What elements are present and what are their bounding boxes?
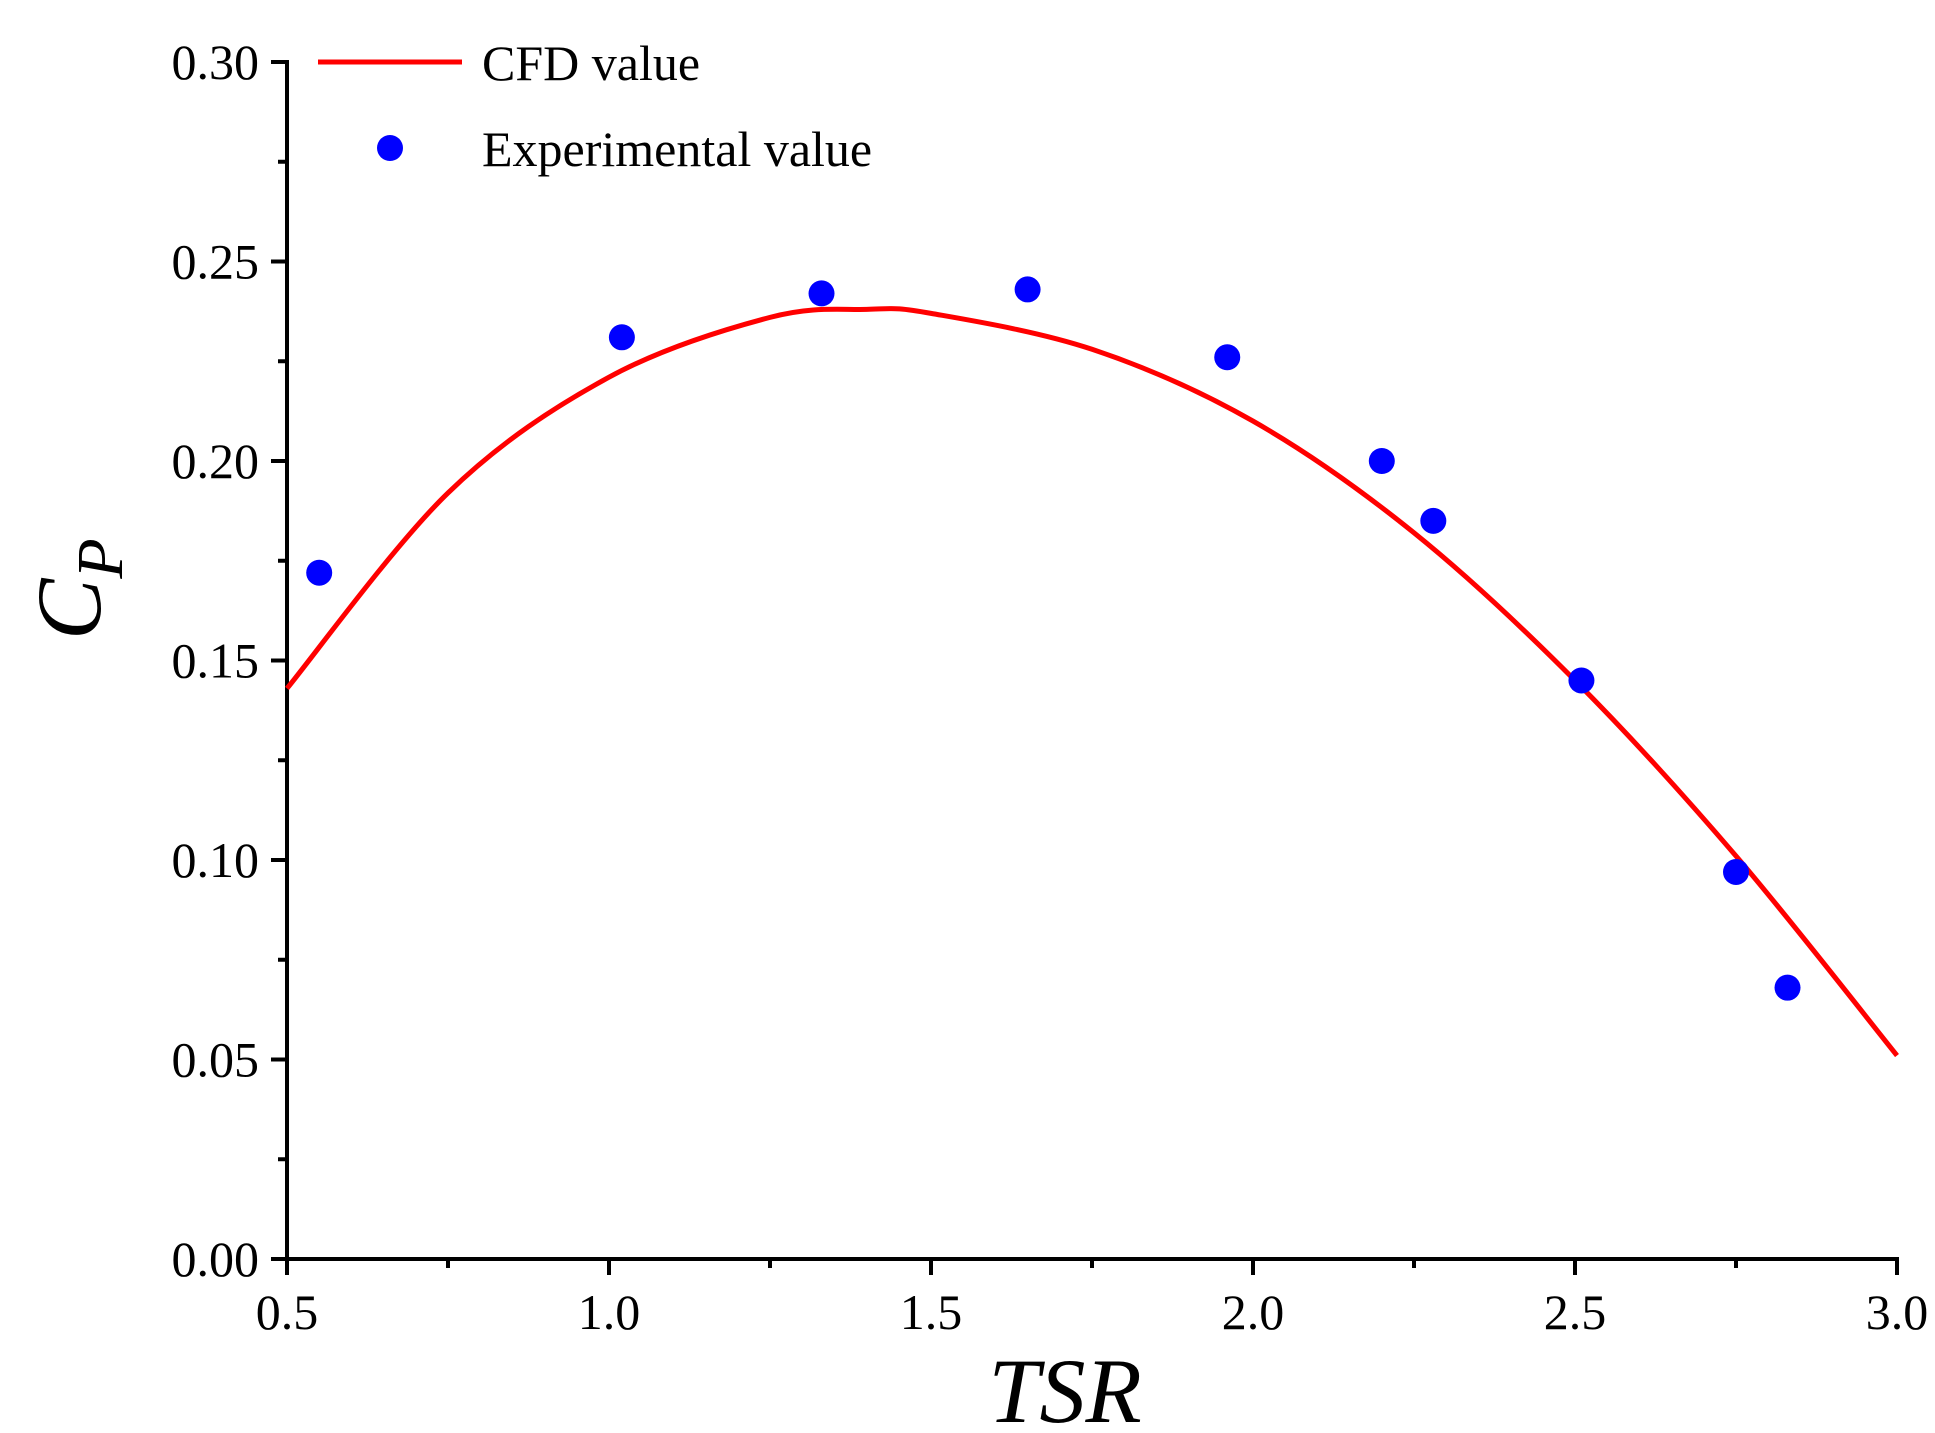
y-axis-title: CP <box>18 538 137 640</box>
legend-experimental-label: Experimental value <box>482 121 872 177</box>
experimental-point <box>1774 974 1801 1001</box>
experimental-point <box>1214 344 1241 371</box>
axes <box>285 60 1899 1261</box>
legend-experimental-marker <box>377 135 403 161</box>
x-tick-label: 1.5 <box>900 1284 963 1340</box>
experimental-point <box>808 280 835 307</box>
ticks: 0.00 0.05 0.10 0.15 0.20 0.25 0.30 0.5 1.0 1.5 2.0… <box>172 34 1929 1340</box>
x-tick-label: 2.5 <box>1544 1284 1607 1340</box>
x-tick-label: 3.0 <box>1866 1284 1929 1340</box>
experimental-point <box>608 324 635 351</box>
y-axis-title-main: C <box>18 577 120 640</box>
y-tick-label: 0.20 <box>172 433 260 489</box>
experimental-point <box>1368 448 1395 474</box>
y-tick-label: 0.30 <box>172 34 260 90</box>
experimental-point <box>1723 858 1749 885</box>
series-layer <box>285 276 1899 1058</box>
experimental-point <box>1568 667 1595 694</box>
legend-cfd-label: CFD value <box>482 35 700 91</box>
cfd-curve <box>285 306 1899 1058</box>
y-tick-label: 0.10 <box>172 832 260 888</box>
y-tick-label: 0.05 <box>172 1032 260 1088</box>
y-tick-label: 0.25 <box>172 234 260 290</box>
experimental-point <box>1420 507 1447 534</box>
experimental-point <box>1014 276 1041 303</box>
y-tick-label: 0.15 <box>172 633 260 689</box>
x-axis-title: TSR <box>988 1340 1141 1433</box>
y-tick-label: 0.00 <box>172 1231 260 1287</box>
experimental-point <box>306 559 333 586</box>
x-tick-label: 1.0 <box>578 1284 641 1340</box>
x-tick-label: 2.0 <box>1222 1284 1285 1340</box>
y-axis-title-sub: P <box>64 538 137 579</box>
x-tick-label: 0.5 <box>256 1284 319 1340</box>
legend: CFD value Experimental value <box>318 35 872 177</box>
